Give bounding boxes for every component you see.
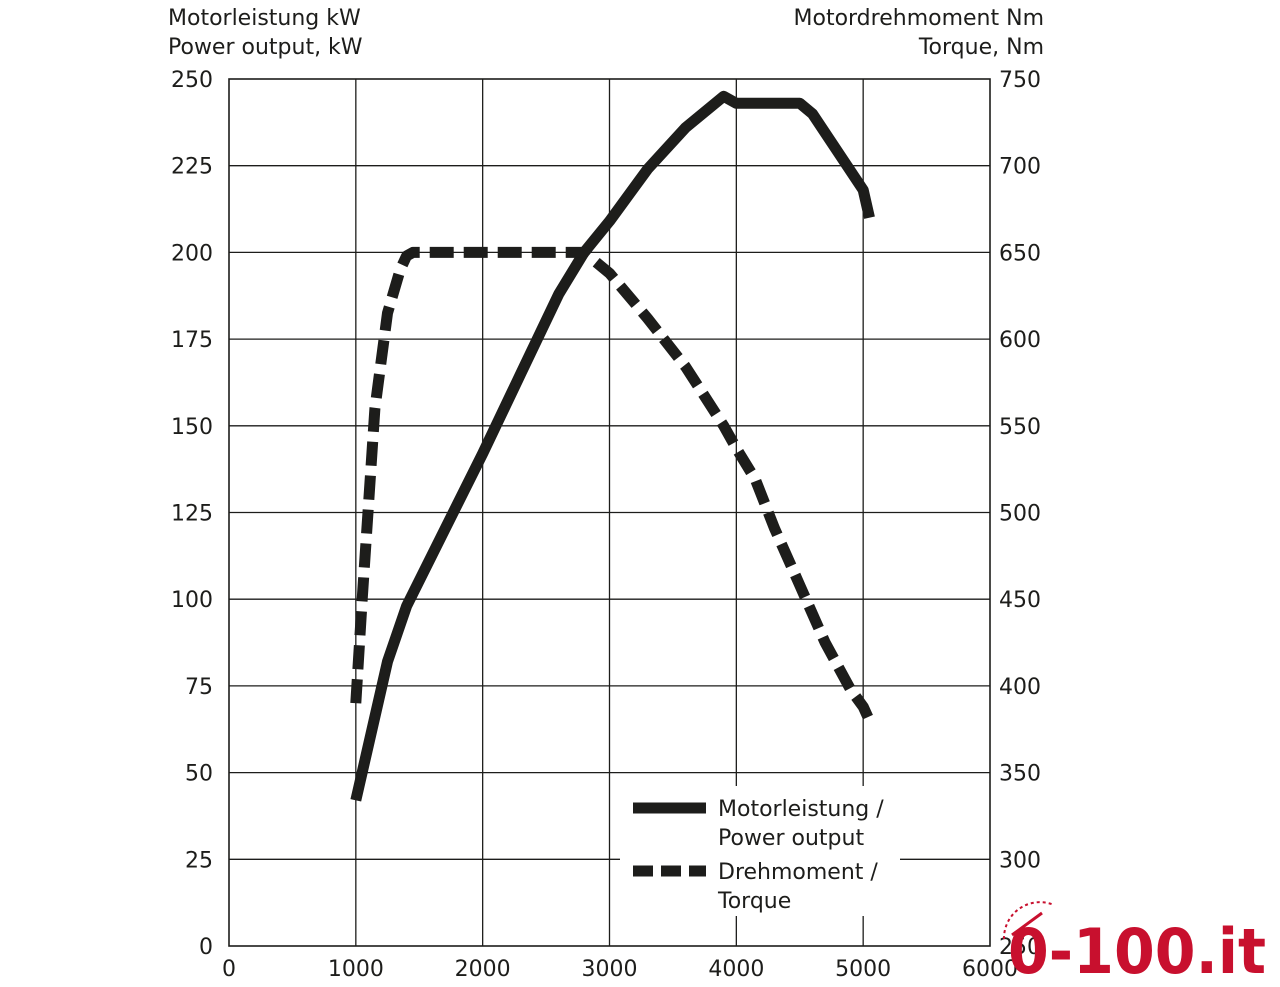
right-tick-label: 700 [999,155,1041,180]
left-tick-label: 75 [185,675,213,700]
left-axis-title-en: Power output, kW [168,35,363,60]
left-tick-label: 250 [171,68,213,93]
right-tick-label: 650 [999,241,1041,266]
left-tick-label: 175 [171,328,213,353]
left-axis-title-de: Motorleistung kW [168,6,361,31]
legend-label: Torque [717,889,791,914]
left-tick-label: 200 [171,241,213,266]
torque-line [350,246,875,723]
right-tick-label: 450 [999,588,1041,613]
legend-label: Power output [718,826,864,851]
legend-label: Drehmoment / [718,860,878,885]
left-tick-label: 0 [199,935,213,960]
left-tick-label: 150 [171,415,213,440]
x-tick-label: 1000 [328,957,384,982]
power-line [350,90,875,802]
plot-frame [228,78,991,947]
x-tick-label: 2000 [455,957,511,982]
left-tick-label: 25 [185,848,213,873]
x-tick-label: 6000 [962,957,1018,982]
watermark-text: 0-100.it [1008,915,1266,985]
x-tick-label: 0 [222,957,236,982]
legend-label: Motorleistung / [718,797,884,822]
right-tick-label: 750 [999,68,1041,93]
left-tick-label: 225 [171,155,213,180]
right-tick-label: 550 [999,415,1041,440]
right-tick-label: 250 [999,935,1041,960]
x-tick-label: 4000 [708,957,764,982]
right-tick-label: 500 [999,502,1041,527]
x-tick-label: 3000 [582,957,638,982]
right-tick-label: 350 [999,762,1041,787]
left-tick-label: 125 [171,502,213,527]
x-tick-label: 5000 [835,957,891,982]
right-axis-title-en: Torque, Nm [918,35,1044,60]
right-axis-title-de: Motordrehmoment Nm [793,6,1045,31]
speedometer-logo-icon: 0-100.it [1002,901,1266,985]
left-tick-label: 100 [171,588,213,613]
left-tick-label: 50 [185,762,213,787]
watermark-logo: 0-100.it [994,895,1274,985]
right-tick-label: 400 [999,675,1041,700]
right-tick-label: 600 [999,328,1041,353]
right-tick-label: 300 [999,848,1041,873]
